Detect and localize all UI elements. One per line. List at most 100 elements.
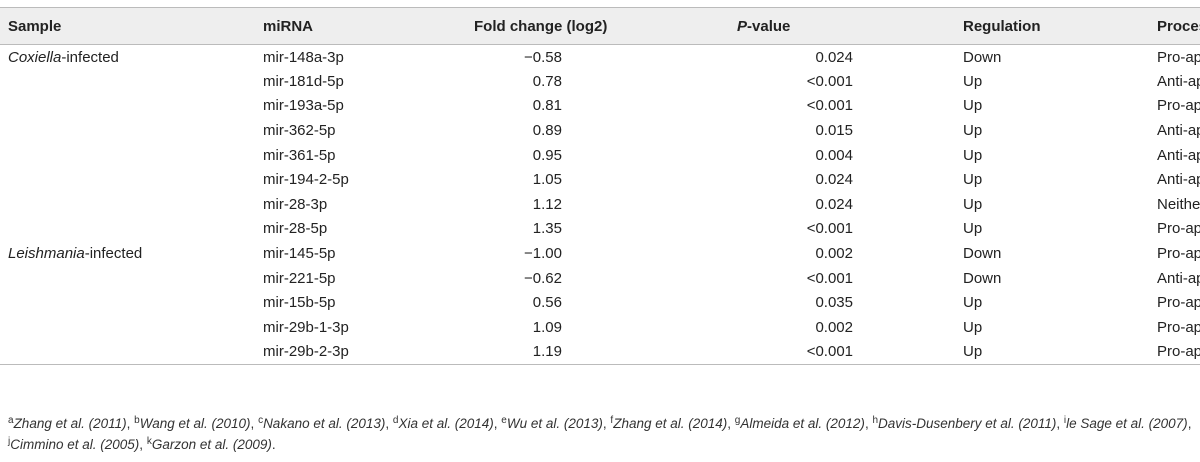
sample-cell <box>0 69 263 94</box>
mirna-table: Sample miRNA Fold change (log2) P-value … <box>0 7 1200 365</box>
table-body: Coxiella-infected mir-148a-3p −0.58 0.024 Do… <box>0 45 1200 365</box>
header-regulation: Regulation <box>963 7 1157 45</box>
footnote-reference: Wu et al. (2013) <box>506 416 603 431</box>
process-cell: Pro-apoptotica <box>1157 45 1200 70</box>
regulation-cell: Up <box>963 220 983 238</box>
process-cell: Anti-apoptotice <box>1157 143 1200 168</box>
p-value-cell: 0.002 <box>815 318 853 336</box>
footnote-marker: e <box>501 415 507 426</box>
table-row: mir-15b-5p 0.56 0.035 Up Pro-apoptoticj <box>0 290 1200 315</box>
sample-cell <box>0 217 263 242</box>
process-label: Pro-apoptotic <box>1157 294 1200 312</box>
mirna-cell: mir-29b-2-3p <box>263 339 474 365</box>
fold-change-cell: 1.35 <box>532 220 562 238</box>
mirna-cell: mir-148a-3p <box>263 48 344 66</box>
sample-cell <box>0 143 263 168</box>
footnote-marker: j <box>8 436 11 447</box>
table-row: mir-193a-5p 0.81 <0.001 Up Pro-apoptoticc <box>0 94 1200 119</box>
table-row: mir-28-3p 1.12 0.024 Up Neitherg <box>0 192 1200 217</box>
regulation-cell: Up <box>963 122 983 140</box>
footnote-reference: Garzon et al. (2009) <box>151 437 272 452</box>
footnote-marker: k <box>146 436 152 447</box>
mirna-cell: mir-362-5p <box>263 122 336 140</box>
header-fold-change: Fold change (log2) <box>474 7 667 45</box>
footnote-marker: g <box>734 415 741 426</box>
footnote-separator: , <box>385 416 393 431</box>
sample-cell <box>0 192 263 217</box>
footnote-separator: , <box>864 416 873 431</box>
fold-change-cell: 0.81 <box>532 97 562 115</box>
mirna-cell: mir-29b-1-3p <box>263 318 349 336</box>
footnote-marker: h <box>872 415 879 426</box>
process-cell: Pro-apoptotich <box>1157 241 1200 266</box>
table-row: Coxiella-infected mir-148a-3p −0.58 0.024 Do… <box>0 45 1200 70</box>
footnote-reference: Xia et al. (2014) <box>398 416 494 431</box>
process-cell: Anti-apoptoticf <box>1157 167 1200 192</box>
footnote-marker: b <box>134 415 140 426</box>
p-value-cell: 0.015 <box>815 122 853 140</box>
fold-change-cell: 0.78 <box>532 72 562 90</box>
footnote-marker: c <box>258 415 264 426</box>
header-p-rest: -value <box>747 17 791 35</box>
regulation-cell: Up <box>963 146 983 164</box>
footnote-reference: Almeida et al. (2012) <box>740 416 865 431</box>
mirna-cell: mir-193a-5p <box>263 97 344 115</box>
process-cell: Anti-apoptoticd <box>1157 118 1200 143</box>
p-value-cell: 0.035 <box>815 294 853 312</box>
regulation-cell: Down <box>963 269 1002 287</box>
footnote-separator: , <box>1056 416 1064 431</box>
p-value-cell: 0.002 <box>815 245 853 263</box>
p-value-cell: 0.024 <box>815 48 853 66</box>
footnote-separator: , <box>126 416 135 431</box>
sample-cell <box>0 339 263 365</box>
footnote-marker: a <box>8 415 14 426</box>
header-row: Sample miRNA Fold change (log2) P-value … <box>0 7 1200 45</box>
process-label: Anti-apoptotic <box>1157 72 1200 90</box>
fold-change-cell: 0.89 <box>532 122 562 140</box>
fold-change-cell: 1.05 <box>532 171 562 189</box>
table-row: mir-361-5p 0.95 0.004 Up Anti-apoptotice <box>0 143 1200 168</box>
table-row: mir-362-5p 0.89 0.015 Up Anti-apoptoticd <box>0 118 1200 143</box>
sample-cell <box>0 167 263 192</box>
sample-cell <box>0 315 263 340</box>
regulation-cell: Up <box>963 294 983 312</box>
sample-cell <box>0 290 263 315</box>
process-label: Neither <box>1157 195 1200 213</box>
header-p-italic: P <box>737 17 748 35</box>
header-sample: Sample <box>0 7 263 45</box>
regulation-cell: Up <box>963 195 983 213</box>
regulation-cell: Up <box>963 72 983 90</box>
sample-organism: Coxiella <box>8 48 62 66</box>
regulation-cell: Up <box>963 339 1157 365</box>
sample-suffix: -infected <box>61 48 119 66</box>
fold-change-cell: 1.12 <box>532 195 562 213</box>
footnote-marker: i <box>1063 415 1067 426</box>
fold-change-cell: 1.09 <box>532 318 562 336</box>
sample-cell <box>0 94 263 119</box>
sample-organism: Leishmania <box>8 245 85 263</box>
footnote-marker: d <box>392 415 399 426</box>
fold-change-cell: −0.58 <box>524 48 562 66</box>
process-label: Pro-apoptotic <box>1157 245 1200 263</box>
p-value-cell: <0.001 <box>806 97 853 115</box>
table-row: Leishmania-infected mir-145-5p −1.00 0.002 D… <box>0 241 1200 266</box>
process-cell: Pro-apoptotick <box>1157 315 1200 340</box>
process-label: Pro-apoptotic <box>1157 343 1200 361</box>
footnote-separator: , <box>250 416 259 431</box>
sample-cell <box>0 266 263 291</box>
footnotes: aZhang et al. (2011), bWang et al. (2010… <box>8 413 1196 455</box>
process-label: Anti-apoptotic <box>1157 122 1200 140</box>
table-row: mir-194-2-5p 1.05 0.024 Up Anti-apoptoticf <box>0 167 1200 192</box>
process-label: Anti-apoptotic <box>1157 146 1200 164</box>
footnote-reference: Wang et al. (2010) <box>139 416 251 431</box>
footnote-separator: , <box>493 416 502 431</box>
process-cell: Pro-apoptotick <box>1157 339 1200 365</box>
p-value-cell: 0.024 <box>815 195 853 213</box>
process-label: Pro-apoptotic <box>1157 220 1200 238</box>
process-label: Anti-apoptotic <box>1157 269 1200 287</box>
footnote-reference: Zhang et al. (2014) <box>613 416 728 431</box>
process-label: Pro-apoptotic <box>1157 97 1200 115</box>
regulation-cell: Up <box>963 171 983 189</box>
